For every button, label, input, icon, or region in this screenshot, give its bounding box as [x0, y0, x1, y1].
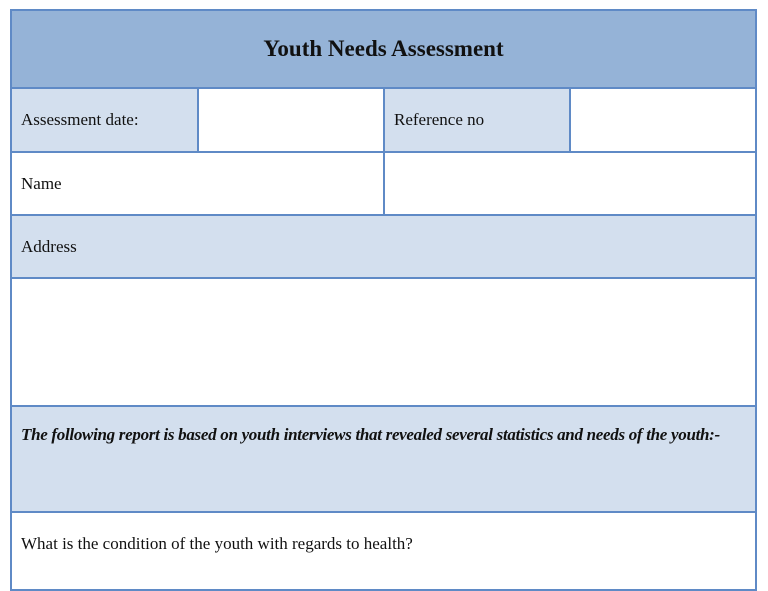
form-title: Youth Needs Assessment	[10, 9, 757, 89]
report-intro: The following report is based on youth i…	[10, 405, 757, 513]
reference-no-label: Reference no	[383, 87, 571, 153]
name-field[interactable]	[383, 151, 757, 216]
question-health: What is the condition of the youth with …	[10, 511, 757, 591]
reference-no-field[interactable]	[569, 87, 757, 153]
name-label: Name	[10, 151, 385, 216]
address-field[interactable]	[10, 277, 757, 407]
assessment-date-field[interactable]	[197, 87, 385, 153]
address-label: Address	[10, 214, 757, 279]
assessment-date-label: Assessment date:	[10, 87, 199, 153]
